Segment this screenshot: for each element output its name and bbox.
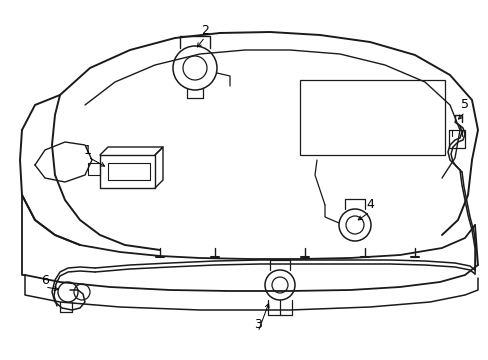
Text: 2: 2 xyxy=(201,23,208,36)
Text: 6: 6 xyxy=(41,274,49,287)
Text: 1: 1 xyxy=(84,144,92,157)
Text: 4: 4 xyxy=(366,198,373,211)
Text: 5: 5 xyxy=(460,99,468,112)
Bar xyxy=(299,80,444,155)
Text: 3: 3 xyxy=(254,319,262,332)
